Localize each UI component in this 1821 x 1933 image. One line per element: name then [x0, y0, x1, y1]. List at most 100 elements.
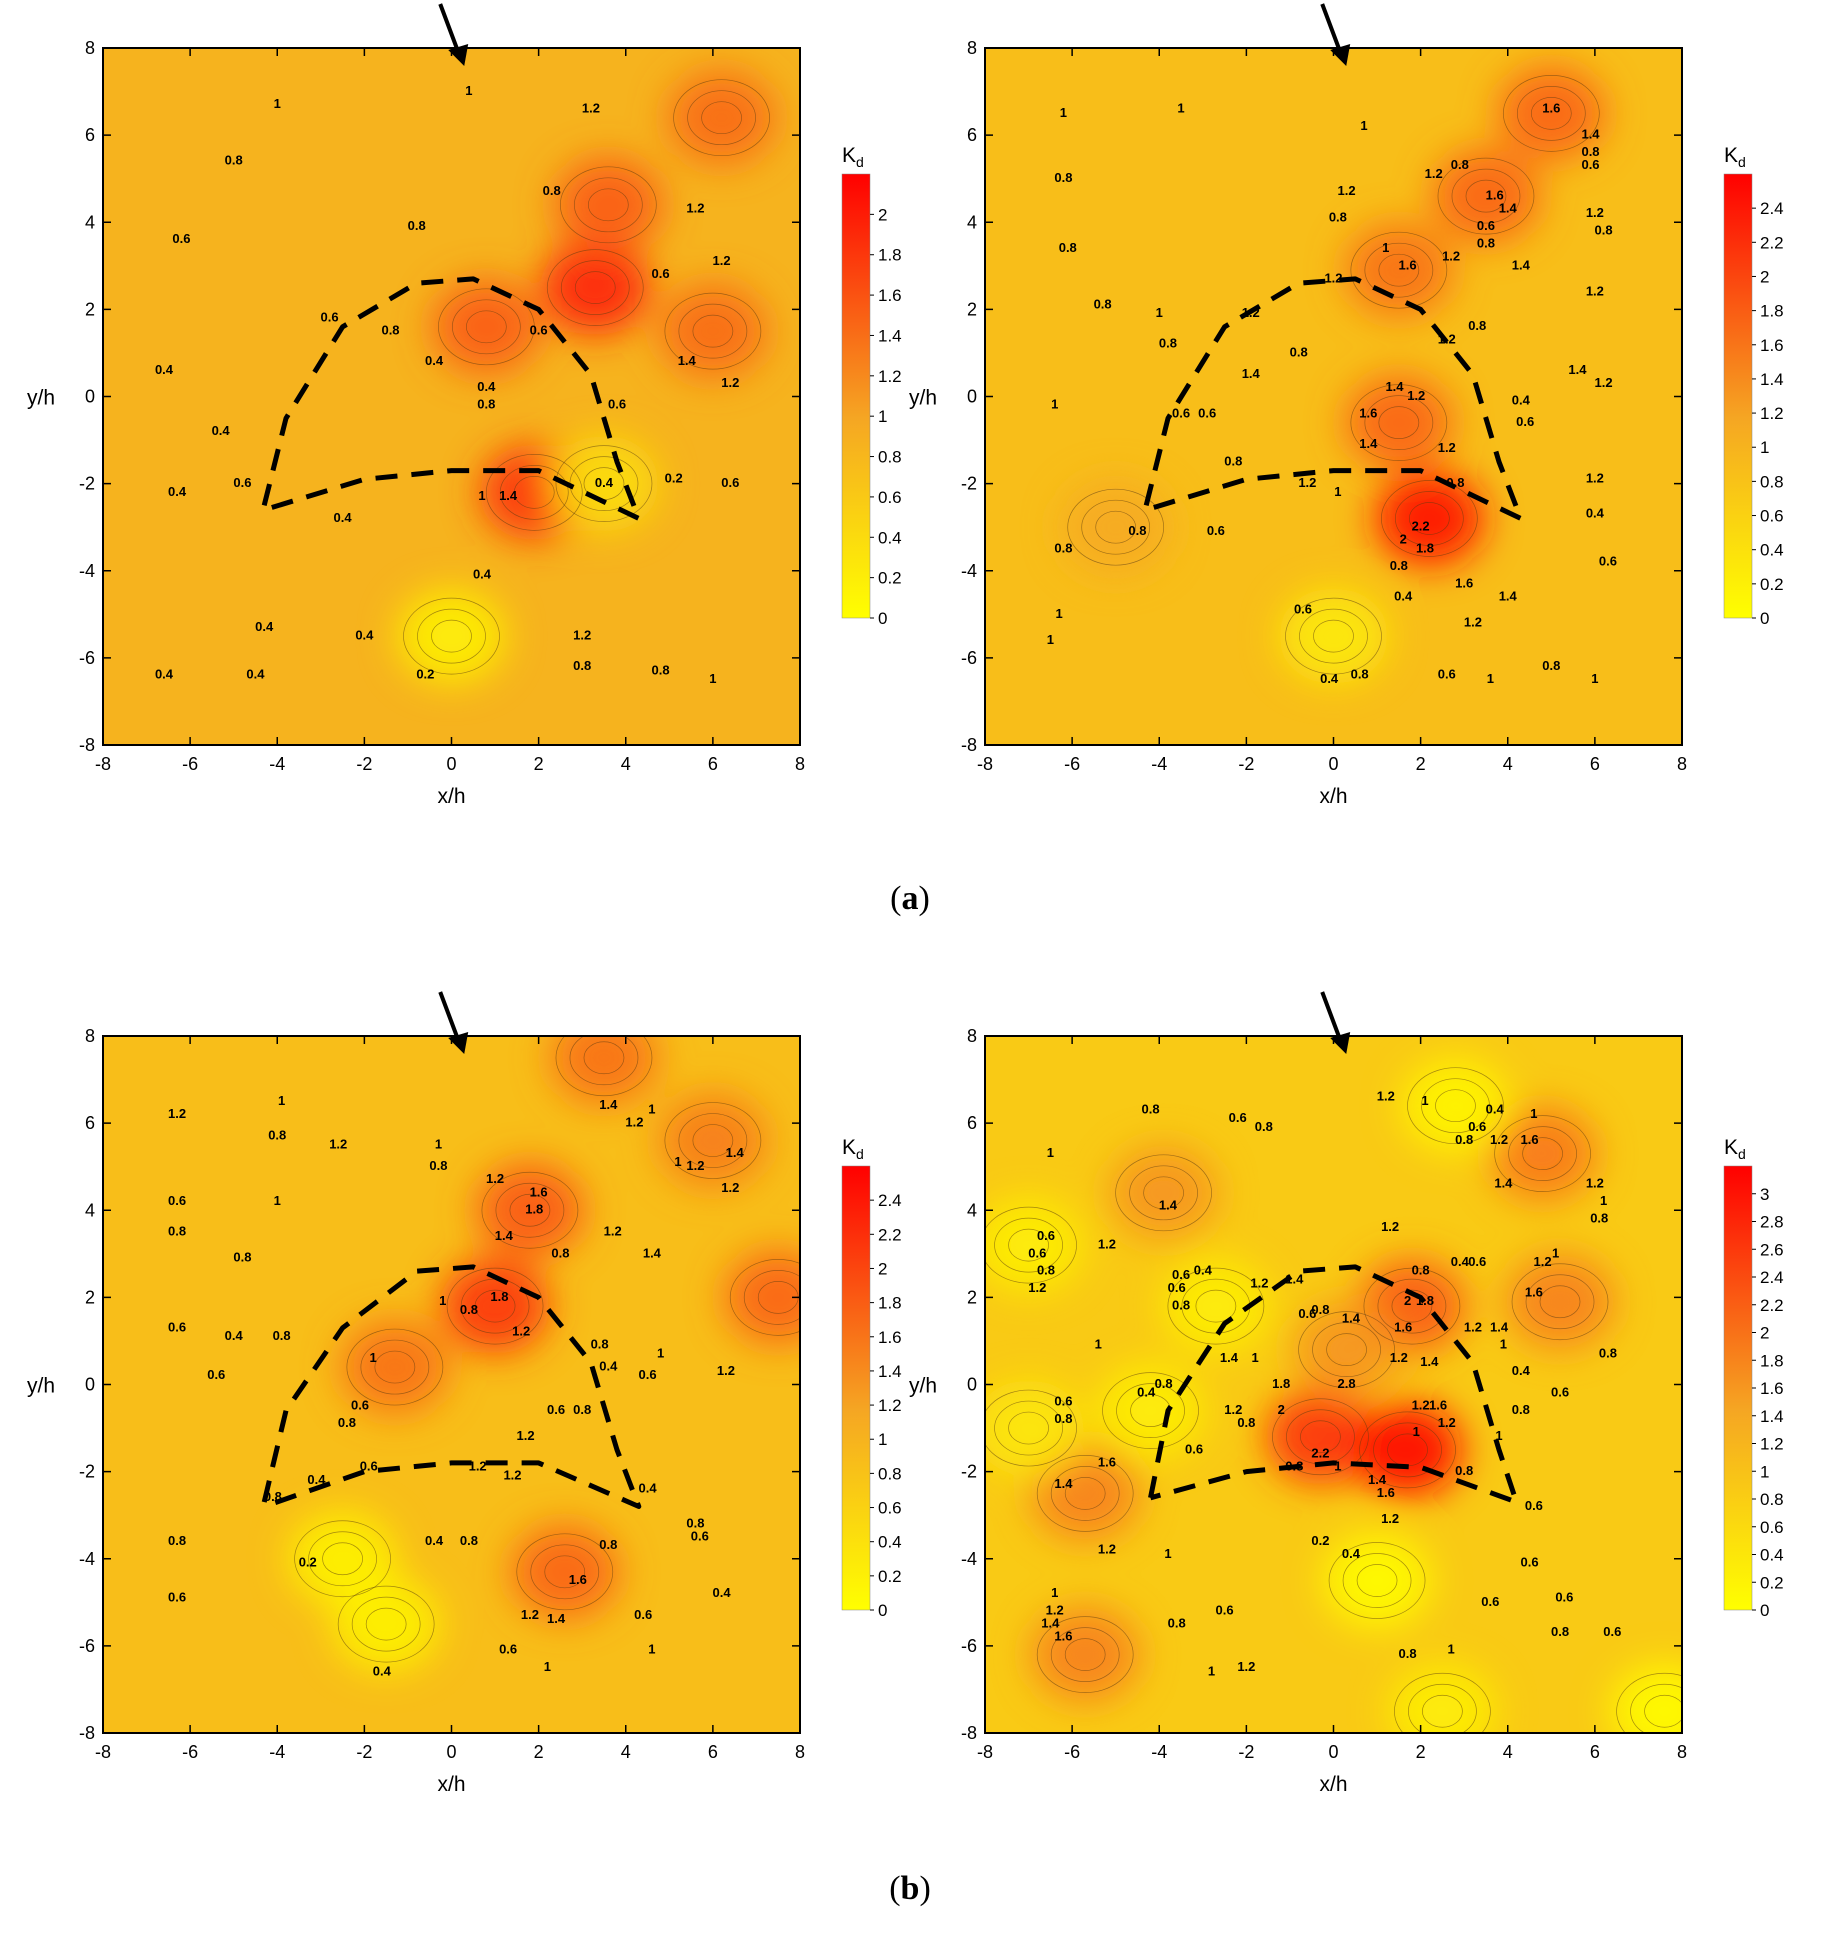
- colorbar-tick-label-1: 0.2: [878, 1567, 902, 1586]
- contour-ring-6-3: [1036, 1616, 1134, 1693]
- contour-ring-6-1: [365, 1607, 407, 1641]
- contour-label-38: 0.6: [351, 1398, 369, 1413]
- contour-label-44: 1: [1251, 1350, 1258, 1365]
- contour-ring-8-2: [569, 1036, 639, 1086]
- contour-ring-2-1: [1465, 179, 1507, 213]
- contour-label-10: 0.8: [381, 323, 399, 338]
- contour-ring-4-3: [673, 79, 770, 157]
- contour-ring-7-3: [1115, 1154, 1212, 1232]
- colorbar-tick-label-9: 1.8: [878, 1294, 902, 1313]
- colorbar-tick-label-12: 2.4: [1760, 199, 1784, 218]
- contour-label-23: 1.4: [643, 1245, 662, 1260]
- caption-a-close: ): [918, 880, 930, 917]
- contour-label-53: 0.8: [460, 1533, 478, 1548]
- contour-label-30: 0.4: [355, 628, 374, 643]
- contour-label-0: 1.2: [168, 1106, 186, 1121]
- x-tick-label-3: -2: [356, 754, 372, 774]
- contour-label-62: 0.8: [1237, 1415, 1255, 1430]
- x-tick-label-3: -2: [1238, 1742, 1254, 1762]
- y-tick-label-0: -8: [961, 1723, 977, 1743]
- contour-ring-3-2: [1364, 242, 1434, 298]
- contour-label-7: 0.6: [1468, 1119, 1486, 1134]
- colorbar: 0 0.2 0.4 0.6 0.8 1 1.2 1.4 1.6 1.8 2 Kd: [841, 144, 902, 628]
- contour-label-35: 1.2: [1407, 388, 1425, 403]
- contour-label-20: 1.6: [1399, 257, 1417, 272]
- contour-ring-16-1: [1008, 1411, 1049, 1445]
- contour-ring-3-3: [346, 1328, 444, 1406]
- contour-label-45: 0.8: [1224, 453, 1242, 468]
- field-core-10: [1431, 1085, 1480, 1126]
- contour-label-7: 0.8: [1451, 157, 1469, 172]
- contour-label-39: 1.4: [1342, 1311, 1361, 1326]
- contour-label-50: 0.6: [691, 1528, 709, 1543]
- contour-label-4: 1.4: [1581, 127, 1600, 142]
- contour-ring-1-3: [546, 249, 644, 326]
- contour-label-34: 0.8: [1172, 1298, 1190, 1313]
- contour-ring-3-1: [587, 188, 629, 222]
- contour-label-49: 0.8: [1054, 1411, 1072, 1426]
- y-tick-label-8: 8: [967, 1026, 977, 1046]
- contour-ring-0-1: [1408, 502, 1450, 535]
- contour-label-27: 0.8: [1412, 1263, 1430, 1278]
- x-tick-label-6: 4: [1503, 1742, 1513, 1762]
- contour-label-21: 0.8: [233, 1250, 251, 1265]
- contour-label-2: 0.8: [268, 1128, 286, 1143]
- building-outline: [261, 1264, 642, 1509]
- contour-ring-5-3: [1285, 597, 1382, 675]
- colorbar-title-sub: d: [1738, 1146, 1746, 1162]
- contour-label-71: 0.4: [1320, 671, 1339, 686]
- field-core-5: [688, 1120, 737, 1161]
- contour-label-16: 0.8: [1595, 222, 1613, 237]
- contour-ring-1-1: [574, 271, 616, 304]
- y-axis-label: y/h: [909, 387, 937, 410]
- contour-ring-3-3: [559, 166, 657, 244]
- contour-label-83: 1: [1051, 1585, 1058, 1600]
- contour-label-22: 1.4: [1512, 257, 1531, 272]
- x-tick-label-7: 6: [708, 1742, 718, 1762]
- contour-label-14: 1.8: [525, 1202, 543, 1217]
- contour-label-5: 1.2: [686, 201, 704, 216]
- contour-label-31: 1: [1552, 1245, 1559, 1260]
- contour-ring-3-3: [1494, 1115, 1591, 1192]
- contour-label-27: 0.4: [334, 510, 353, 525]
- field-core-0: [510, 472, 559, 513]
- contour-label-91: 0.6: [1603, 1624, 1621, 1639]
- caption-b-close: ): [919, 1870, 931, 1907]
- contour-label-82: 0.6: [1520, 1555, 1538, 1570]
- contour-label-73: 1.4: [1368, 1472, 1387, 1487]
- y-tick-label-4: 0: [85, 387, 95, 407]
- y-tick-label-8: 8: [967, 38, 977, 58]
- contour-ring-8-1: [583, 1041, 625, 1075]
- contour-label-59: 0.6: [168, 1589, 186, 1604]
- x-tick-label-0: -8: [977, 754, 993, 774]
- wind-arrow-shaft: [438, 3, 461, 53]
- y-tick-label-2: -4: [961, 1549, 977, 1569]
- contour-label-41: 0.8: [573, 1402, 591, 1417]
- colorbar-tick-label-9: 1.8: [1760, 1351, 1784, 1370]
- field-peaks: 1.2 10.80.60.80.4 10.60.8 1.2 1.611.4 1.211.4…: [985, 1057, 1682, 1733]
- x-tick-label-5: 2: [1416, 1742, 1426, 1762]
- contour-label-30: 0.8: [273, 1328, 291, 1343]
- colorbar-tick-label-3: 0.6: [878, 1499, 902, 1518]
- contour-label-13: 0.8: [1329, 209, 1347, 224]
- contour-label-18: 1.2: [721, 375, 739, 390]
- wind-arrow-head: [1330, 44, 1351, 66]
- field-core-2: [1461, 176, 1510, 217]
- contour-ring-1-3: [446, 1267, 544, 1345]
- contour-label-56: 2.8: [1338, 1376, 1356, 1391]
- contour-ring-10-3: [1407, 1067, 1504, 1145]
- colorbar-tick-label-3: 0.6: [1760, 1518, 1784, 1537]
- contour-label-43: 1.4: [1220, 1350, 1239, 1365]
- colorbar-tick-label-6: 1.2: [878, 367, 902, 386]
- contour-label-45: 0.4: [307, 1472, 326, 1487]
- contour-label-18: 1: [1382, 240, 1389, 255]
- x-tick-label-2: -4: [1151, 1742, 1167, 1762]
- x-tick-label-6: 4: [621, 754, 631, 774]
- contour-label-26: 0.8: [460, 1302, 478, 1317]
- contour-label-34: 1.4: [1385, 379, 1404, 394]
- contour-label-14: 0.4: [477, 379, 496, 394]
- y-tick-label-6: 4: [85, 1200, 95, 1220]
- y-tick-label-6: 4: [85, 212, 95, 232]
- contour-label-21: 0.4: [168, 484, 187, 499]
